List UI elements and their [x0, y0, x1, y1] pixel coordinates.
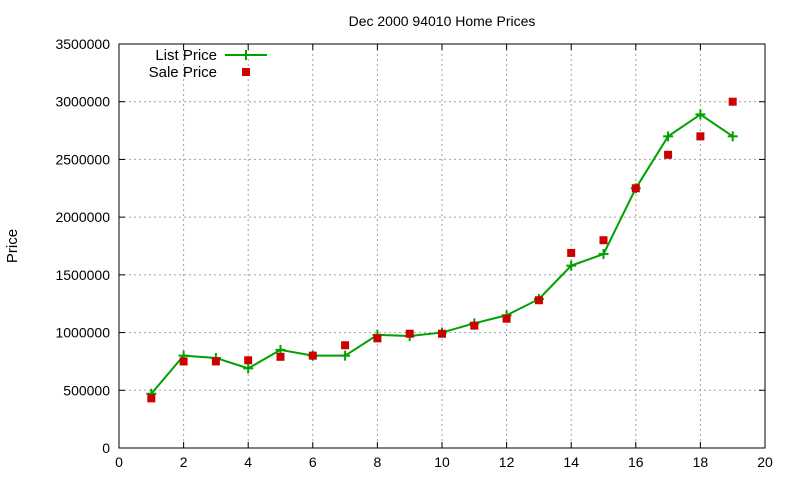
axis-ticks: 0 2 4 6 8 10 12 14 16 18 20 0 500000 1000000 1500000 20…: [55, 36, 773, 470]
chart-title: Dec 2000 94010 Home Prices: [349, 13, 536, 29]
data-point-sale-price: [341, 341, 350, 350]
series: [146, 97, 738, 403]
data-point-sale-price: [631, 184, 640, 193]
data-point-sale-price: [405, 329, 414, 338]
data-point-list-price: [340, 350, 351, 361]
data-point-sale-price: [664, 150, 673, 159]
data-point-sale-price: [244, 356, 253, 365]
data-point-sale-price: [308, 351, 317, 360]
x-tick-label: 16: [628, 454, 644, 470]
data-point-sale-price: [438, 329, 446, 338]
x-tick-label: 6: [309, 454, 317, 470]
data-point-list-price: [663, 131, 674, 142]
x-tick-label: 0: [115, 454, 123, 470]
y-tick-label: 3000000: [55, 94, 110, 110]
x-tick-label: 18: [693, 454, 709, 470]
legend-label-sale-price: Sale Price: [149, 64, 217, 81]
y-tick-label: 0: [102, 440, 110, 456]
data-point-sale-price: [567, 248, 576, 257]
y-tick-label: 3500000: [55, 36, 110, 52]
data-point-sale-price: [728, 97, 737, 106]
data-point-list-price: [695, 109, 706, 120]
series-sale-price: [147, 97, 737, 403]
legend-swatch-sale-price: [242, 68, 250, 76]
y-axis-label: Price: [4, 229, 21, 263]
y-tick-label: 2000000: [55, 209, 110, 225]
data-point-sale-price: [534, 296, 543, 305]
data-point-sale-price: [373, 334, 382, 343]
data-point-sale-price: [179, 357, 188, 366]
legend-swatch-list-price: [225, 50, 267, 60]
data-point-sale-price: [502, 314, 511, 323]
data-point-sale-price: [147, 394, 156, 403]
data-point-sale-price: [599, 236, 608, 245]
data-point-list-price: [598, 249, 609, 260]
legend: List Price Sale Price: [149, 47, 267, 81]
x-tick-label: 8: [374, 454, 382, 470]
y-tick-label: 1500000: [55, 267, 110, 283]
data-point-sale-price: [696, 132, 705, 141]
x-tick-label: 20: [757, 454, 773, 470]
data-point-sale-price: [276, 352, 285, 361]
y-tick-label: 500000: [63, 382, 110, 398]
y-tick-label: 2500000: [55, 151, 110, 167]
data-point-sale-price: [470, 321, 479, 330]
x-tick-label: 10: [434, 454, 450, 470]
x-tick-label: 14: [563, 454, 579, 470]
data-point-list-price: [727, 131, 738, 142]
x-tick-label: 2: [180, 454, 188, 470]
legend-label-list-price: List Price: [155, 47, 217, 64]
grid: [119, 44, 765, 448]
x-tick-label: 12: [499, 454, 515, 470]
y-tick-label: 1000000: [55, 325, 110, 341]
data-point-sale-price: [211, 357, 220, 366]
x-tick-label: 4: [244, 454, 252, 470]
data-point-list-price: [566, 260, 577, 271]
data-point-list-price: [243, 363, 254, 374]
